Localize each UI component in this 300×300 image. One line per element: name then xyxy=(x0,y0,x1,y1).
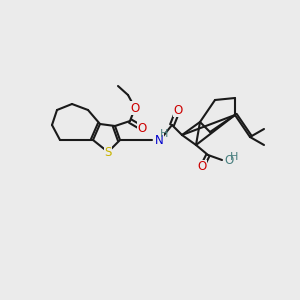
Text: O: O xyxy=(130,101,140,115)
Text: O: O xyxy=(137,122,147,134)
Text: O: O xyxy=(173,103,183,116)
Text: O: O xyxy=(224,154,233,166)
Text: H: H xyxy=(230,152,238,162)
Text: S: S xyxy=(104,146,112,158)
Text: N: N xyxy=(155,134,164,146)
Text: O: O xyxy=(197,160,207,173)
Text: H: H xyxy=(160,129,168,139)
